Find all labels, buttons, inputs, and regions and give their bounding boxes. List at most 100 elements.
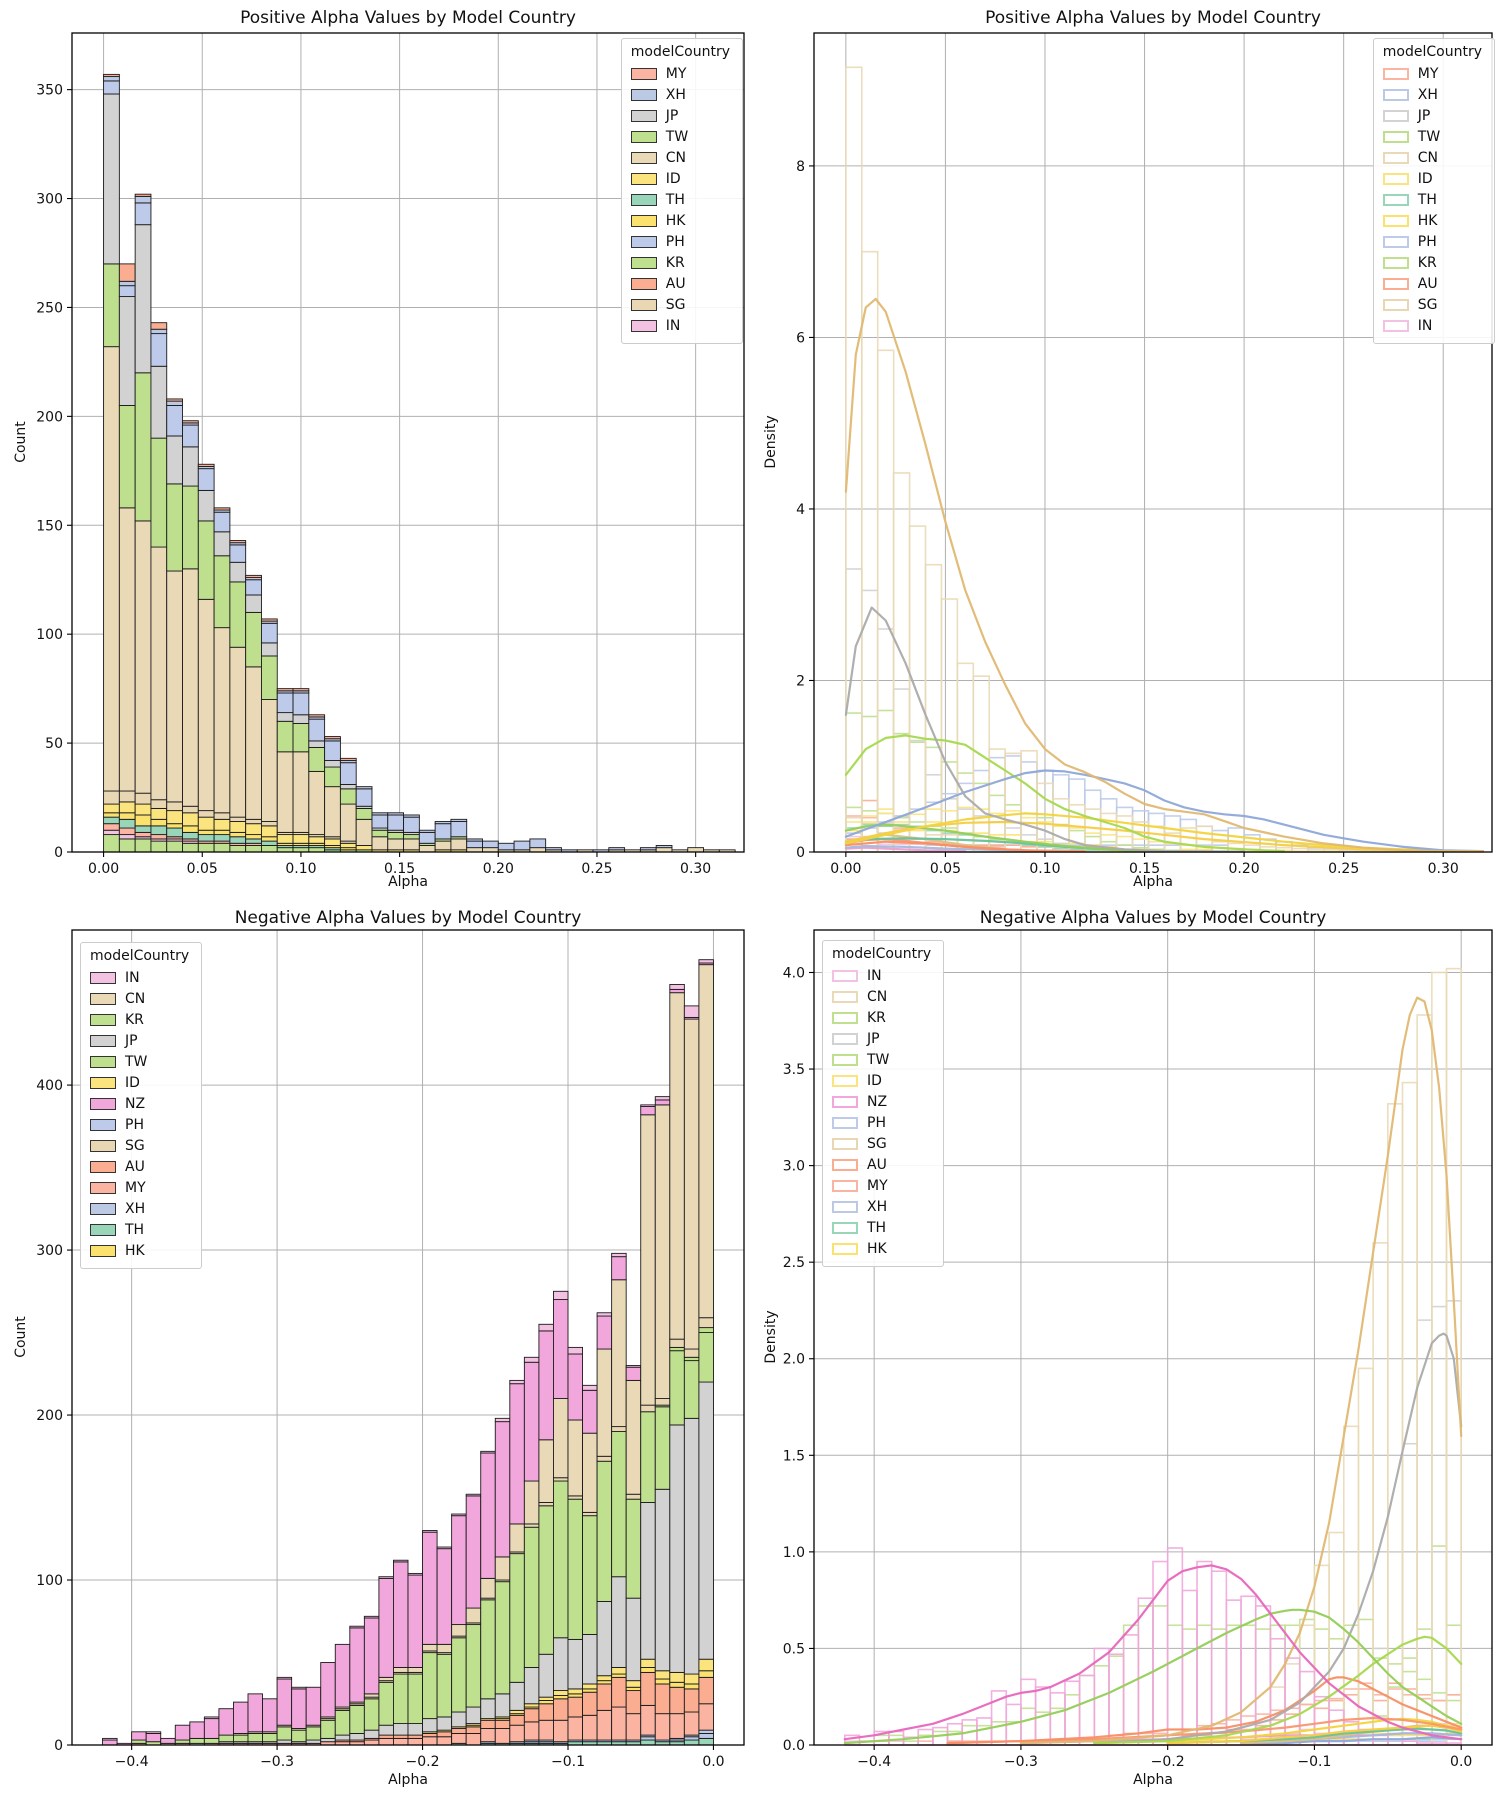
positive-density-chart: Positive Alpha Values by Model Country 0… [750, 0, 1500, 900]
legend-label: HK [125, 1242, 145, 1259]
legend-label: TW [125, 1053, 148, 1070]
svg-text:0: 0 [796, 845, 805, 861]
legend-swatch-icon [1382, 67, 1409, 80]
legend-item-kr: KR [630, 252, 730, 273]
svg-text:−0.4: −0.4 [115, 1754, 149, 1770]
legend-label: KR [665, 254, 685, 271]
legend-label: HK [665, 212, 686, 229]
svg-text:0.15: 0.15 [384, 861, 415, 877]
svg-text:50: 50 [45, 736, 63, 752]
legend-item-au: AU [832, 1154, 931, 1175]
negative-histogram-chart: Negative Alpha Values by Model Country −… [0, 900, 750, 1800]
legend-title: modelCountry [630, 44, 730, 60]
legend-label: ID [125, 1074, 140, 1091]
svg-text:−0.2: −0.2 [1151, 1754, 1185, 1770]
legend-item-id: ID [90, 1072, 189, 1093]
svg-text:0.0: 0.0 [702, 1754, 724, 1770]
legend-swatch-icon [630, 256, 657, 269]
legend-item-hk: HK [832, 1238, 931, 1259]
legend-swatch-icon [1382, 130, 1409, 143]
x-axis-label: Alpha [1133, 874, 1173, 890]
legend-swatch-icon [630, 151, 657, 164]
legend-label: AU [867, 1156, 887, 1173]
legend-label: MY [867, 1177, 888, 1194]
svg-text:200: 200 [36, 409, 63, 425]
legend-label: KR [867, 1009, 886, 1026]
legend-swatch-icon [1382, 277, 1409, 290]
legend-swatch-icon [1382, 319, 1409, 332]
legend-label: NZ [125, 1095, 146, 1112]
legend-swatch-icon [832, 1221, 858, 1234]
legend-swatch-icon [90, 1202, 116, 1215]
svg-text:0.20: 0.20 [1229, 861, 1260, 877]
legend: modelCountry MY XH JP TW CN ID TH HK PH KR AU SG IN [1372, 38, 1495, 344]
legend-swatch-icon [1382, 235, 1409, 248]
legend-label: AU [125, 1158, 145, 1175]
legend-item-tw: TW [90, 1051, 189, 1072]
svg-text:−0.2: −0.2 [406, 1754, 440, 1770]
legend: modelCountry IN CN KR JP TW ID NZ PH SG AU MY XH TH HK [80, 942, 203, 1269]
svg-text:0.0: 0.0 [783, 1738, 805, 1754]
legend-label: XH [665, 86, 686, 103]
legend-label: TW [665, 128, 689, 145]
legend-swatch-icon [90, 1139, 116, 1152]
legend-label: SG [125, 1137, 145, 1154]
legend: modelCountry MY XH JP TW CN ID TH HK PH KR AU SG IN [620, 38, 743, 344]
legend-item-th: TH [90, 1219, 189, 1240]
x-axis-label: Alpha [1133, 1772, 1173, 1788]
legend-swatch-icon [90, 971, 116, 984]
svg-text:300: 300 [36, 1243, 63, 1259]
legend-label: PH [1417, 233, 1437, 250]
legend-swatch-icon [630, 67, 657, 80]
legend-swatch-icon [832, 990, 858, 1003]
legend-swatch-icon [90, 1097, 116, 1110]
legend-item-sg: SG [630, 294, 730, 315]
legend-label: IN [665, 317, 681, 334]
legend: modelCountry IN CN KR JP TW ID NZ PH SG AU MY XH TH HK [822, 940, 945, 1267]
legend-label: SG [665, 296, 686, 313]
svg-text:0.15: 0.15 [1129, 861, 1160, 877]
legend-label: MY [125, 1179, 146, 1196]
svg-text:4: 4 [796, 502, 805, 518]
legend-label: XH [1417, 86, 1438, 103]
legend-label: XH [125, 1200, 146, 1217]
legend-item-sg: SG [1382, 294, 1482, 315]
legend-item-in: IN [90, 967, 189, 988]
chart-title: Negative Alpha Values by Model Country [979, 908, 1327, 928]
legend-swatch-icon [832, 1053, 858, 1066]
y-axis-label: Count [13, 421, 29, 463]
svg-text:−0.1: −0.1 [1297, 1754, 1331, 1770]
legend-swatch-icon [630, 109, 657, 122]
legend-label: MY [665, 65, 687, 82]
svg-text:0.05: 0.05 [930, 861, 961, 877]
legend-item-my: MY [630, 63, 730, 84]
legend-swatch-icon [832, 1137, 858, 1150]
svg-text:0.25: 0.25 [581, 861, 612, 877]
svg-text:−0.4: −0.4 [857, 1754, 891, 1770]
legend-label: ID [665, 170, 681, 187]
svg-text:350: 350 [36, 83, 63, 99]
legend-item-ph: PH [832, 1112, 931, 1133]
legend-swatch-icon [1382, 214, 1409, 227]
legend-item-jp: JP [832, 1028, 931, 1049]
legend-label: XH [867, 1198, 888, 1215]
legend-swatch-icon [630, 172, 657, 185]
chart-title: Negative Alpha Values by Model Country [234, 908, 582, 928]
legend-label: CN [867, 988, 888, 1005]
svg-text:3.5: 3.5 [783, 1062, 805, 1078]
legend-swatch-icon [832, 1011, 858, 1024]
legend-swatch-icon [832, 1179, 858, 1192]
legend-label: IN [125, 969, 140, 986]
svg-text:0.00: 0.00 [830, 861, 861, 877]
legend-swatch-icon [832, 1116, 858, 1129]
legend-label: PH [665, 233, 685, 250]
x-axis-label: Alpha [388, 874, 428, 890]
svg-text:100: 100 [36, 627, 63, 643]
svg-text:200: 200 [36, 1408, 63, 1424]
legend-title: modelCountry [90, 948, 190, 964]
legend-swatch-icon [1382, 298, 1409, 311]
legend-item-kr: KR [1382, 252, 1482, 273]
legend-label: HK [1417, 212, 1438, 229]
legend-item-sg: SG [90, 1135, 189, 1156]
svg-text:0.10: 0.10 [1029, 861, 1060, 877]
